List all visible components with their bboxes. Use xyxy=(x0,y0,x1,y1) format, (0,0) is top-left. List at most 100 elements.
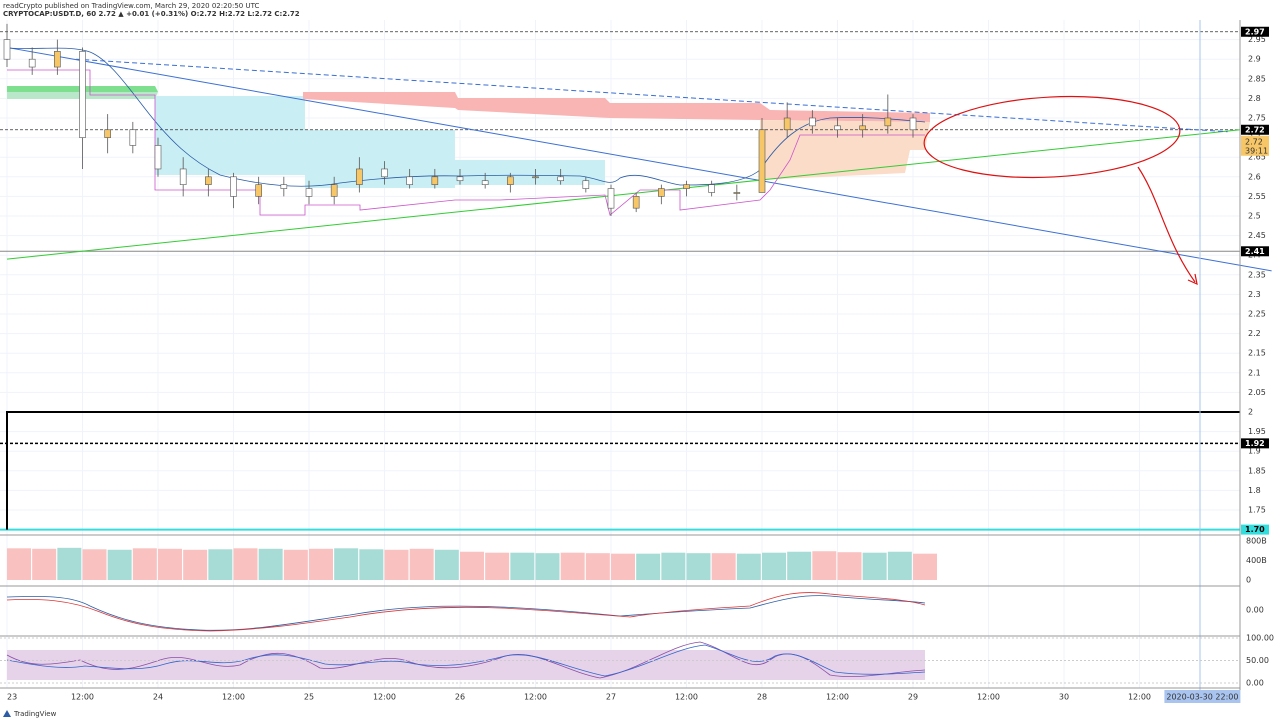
volume-bar xyxy=(233,548,258,580)
volume-bar xyxy=(812,551,837,580)
candle-body xyxy=(381,168,388,178)
candle-body xyxy=(154,145,162,170)
candle-body xyxy=(859,125,866,131)
x-tick-label: 30 xyxy=(1059,693,1069,702)
rsi-line xyxy=(6,641,926,679)
x-tick-label: 29 xyxy=(908,693,918,702)
volume-bar xyxy=(32,548,57,580)
candle-body xyxy=(28,58,36,68)
annotation-circle xyxy=(923,95,1181,179)
volume-bar xyxy=(711,553,736,580)
candle-body xyxy=(809,117,816,127)
x-tick-label: 12:00 xyxy=(71,693,94,702)
y-tick-label: 2.35 xyxy=(1248,270,1266,279)
volume-tick-label: 0 xyxy=(1246,576,1251,585)
y-tick-label: 1.75 xyxy=(1248,506,1266,515)
countdown: 39:11 xyxy=(1245,146,1268,155)
volume-tick-label: 400B xyxy=(1246,556,1267,565)
y-tick-label: 2.9 xyxy=(1248,55,1261,64)
candle-body xyxy=(582,180,590,189)
rsi-line xyxy=(6,644,926,677)
volume-bar xyxy=(359,549,384,580)
y-tick-label: 2.45 xyxy=(1248,231,1266,240)
volume-bar xyxy=(208,549,233,580)
price-label-box xyxy=(1241,26,1269,37)
rsi-tick-label: 50.00 xyxy=(1246,656,1269,665)
candle-body xyxy=(54,51,61,68)
y-tick-label: 2.05 xyxy=(1248,388,1266,397)
drawings xyxy=(0,31,1272,531)
volume-bar xyxy=(132,548,157,580)
candle-body xyxy=(356,168,363,185)
candle-body xyxy=(909,117,917,131)
volume-bar xyxy=(460,551,484,580)
candle-body xyxy=(179,168,187,185)
volume-bar xyxy=(409,548,434,580)
candle-body xyxy=(658,188,665,197)
y-tick-label: 1.95 xyxy=(1248,427,1266,436)
cloud xyxy=(303,92,930,122)
volume-bar xyxy=(736,553,761,580)
volume-bar xyxy=(611,553,635,580)
candle-body xyxy=(683,184,690,189)
y-tick-label: 2.25 xyxy=(1248,310,1266,319)
volume-bar xyxy=(309,548,333,580)
y-tick-label: 2.5 xyxy=(1248,212,1261,221)
volume-bar xyxy=(837,552,862,580)
y-tick-label: 2.75 xyxy=(1248,114,1266,123)
candle-body xyxy=(632,196,640,209)
y-tick-label: 2.85 xyxy=(1248,74,1266,83)
volume-bar xyxy=(661,552,686,580)
candle-body xyxy=(758,129,766,193)
box xyxy=(6,411,1240,530)
price-label-box xyxy=(1241,124,1269,135)
y-tick-label: 2.8 xyxy=(1248,94,1261,103)
price-label: 2.72 xyxy=(1245,125,1265,134)
volume xyxy=(7,547,937,580)
candle-body xyxy=(79,51,86,138)
volume-bar xyxy=(183,549,208,580)
cloud xyxy=(155,96,605,188)
y-tick-label: 2.55 xyxy=(1248,192,1266,201)
candle-body xyxy=(834,125,841,131)
volume-bar xyxy=(862,552,887,580)
last-price-box xyxy=(1241,135,1269,156)
candle-body xyxy=(532,176,539,179)
volume-bar xyxy=(913,553,937,580)
candle-body xyxy=(733,192,741,194)
candle-body xyxy=(280,184,288,189)
symbol-info: CRYPTOCAP:USDT.D, 60 2.72 ▲ +0.01 (+0.31… xyxy=(3,10,300,18)
x-tick-label: 27 xyxy=(606,693,616,702)
y-tick-label: 2.3 xyxy=(1248,290,1261,299)
volume-bar xyxy=(636,553,661,580)
price-label-box xyxy=(1241,524,1269,535)
candle-body xyxy=(129,129,137,146)
candles xyxy=(3,23,917,216)
footer-logo: TradingView xyxy=(13,710,57,718)
y-tick-label: 1.9 xyxy=(1248,447,1261,456)
x-tick-label: 28 xyxy=(757,693,767,702)
trendline xyxy=(6,46,1272,272)
candle-body xyxy=(557,176,564,182)
volume-bar xyxy=(535,553,560,580)
candle-body xyxy=(481,180,489,185)
y-tick-label: 2.65 xyxy=(1248,153,1266,162)
trendline xyxy=(6,129,1241,260)
price-label-box xyxy=(1241,246,1269,257)
rsi-band xyxy=(7,650,925,680)
price-label-box xyxy=(1241,438,1269,449)
volume-bar xyxy=(334,548,359,580)
candle-body xyxy=(230,176,237,197)
x-tick-label: 12:00 xyxy=(977,693,1000,702)
volume-bar xyxy=(283,549,308,580)
candle-body xyxy=(330,184,338,197)
volume-bar xyxy=(485,552,510,580)
volume-bar xyxy=(258,548,283,580)
volume-bar xyxy=(887,551,912,580)
cursor-time-box xyxy=(1164,690,1241,703)
rsi-tick-label: 100.00 xyxy=(1246,634,1274,643)
volume-bar xyxy=(585,553,610,580)
macd-tick-label: 0.00 xyxy=(1246,606,1264,615)
publisher: readCrypto published on TradingView.com,… xyxy=(3,2,259,10)
